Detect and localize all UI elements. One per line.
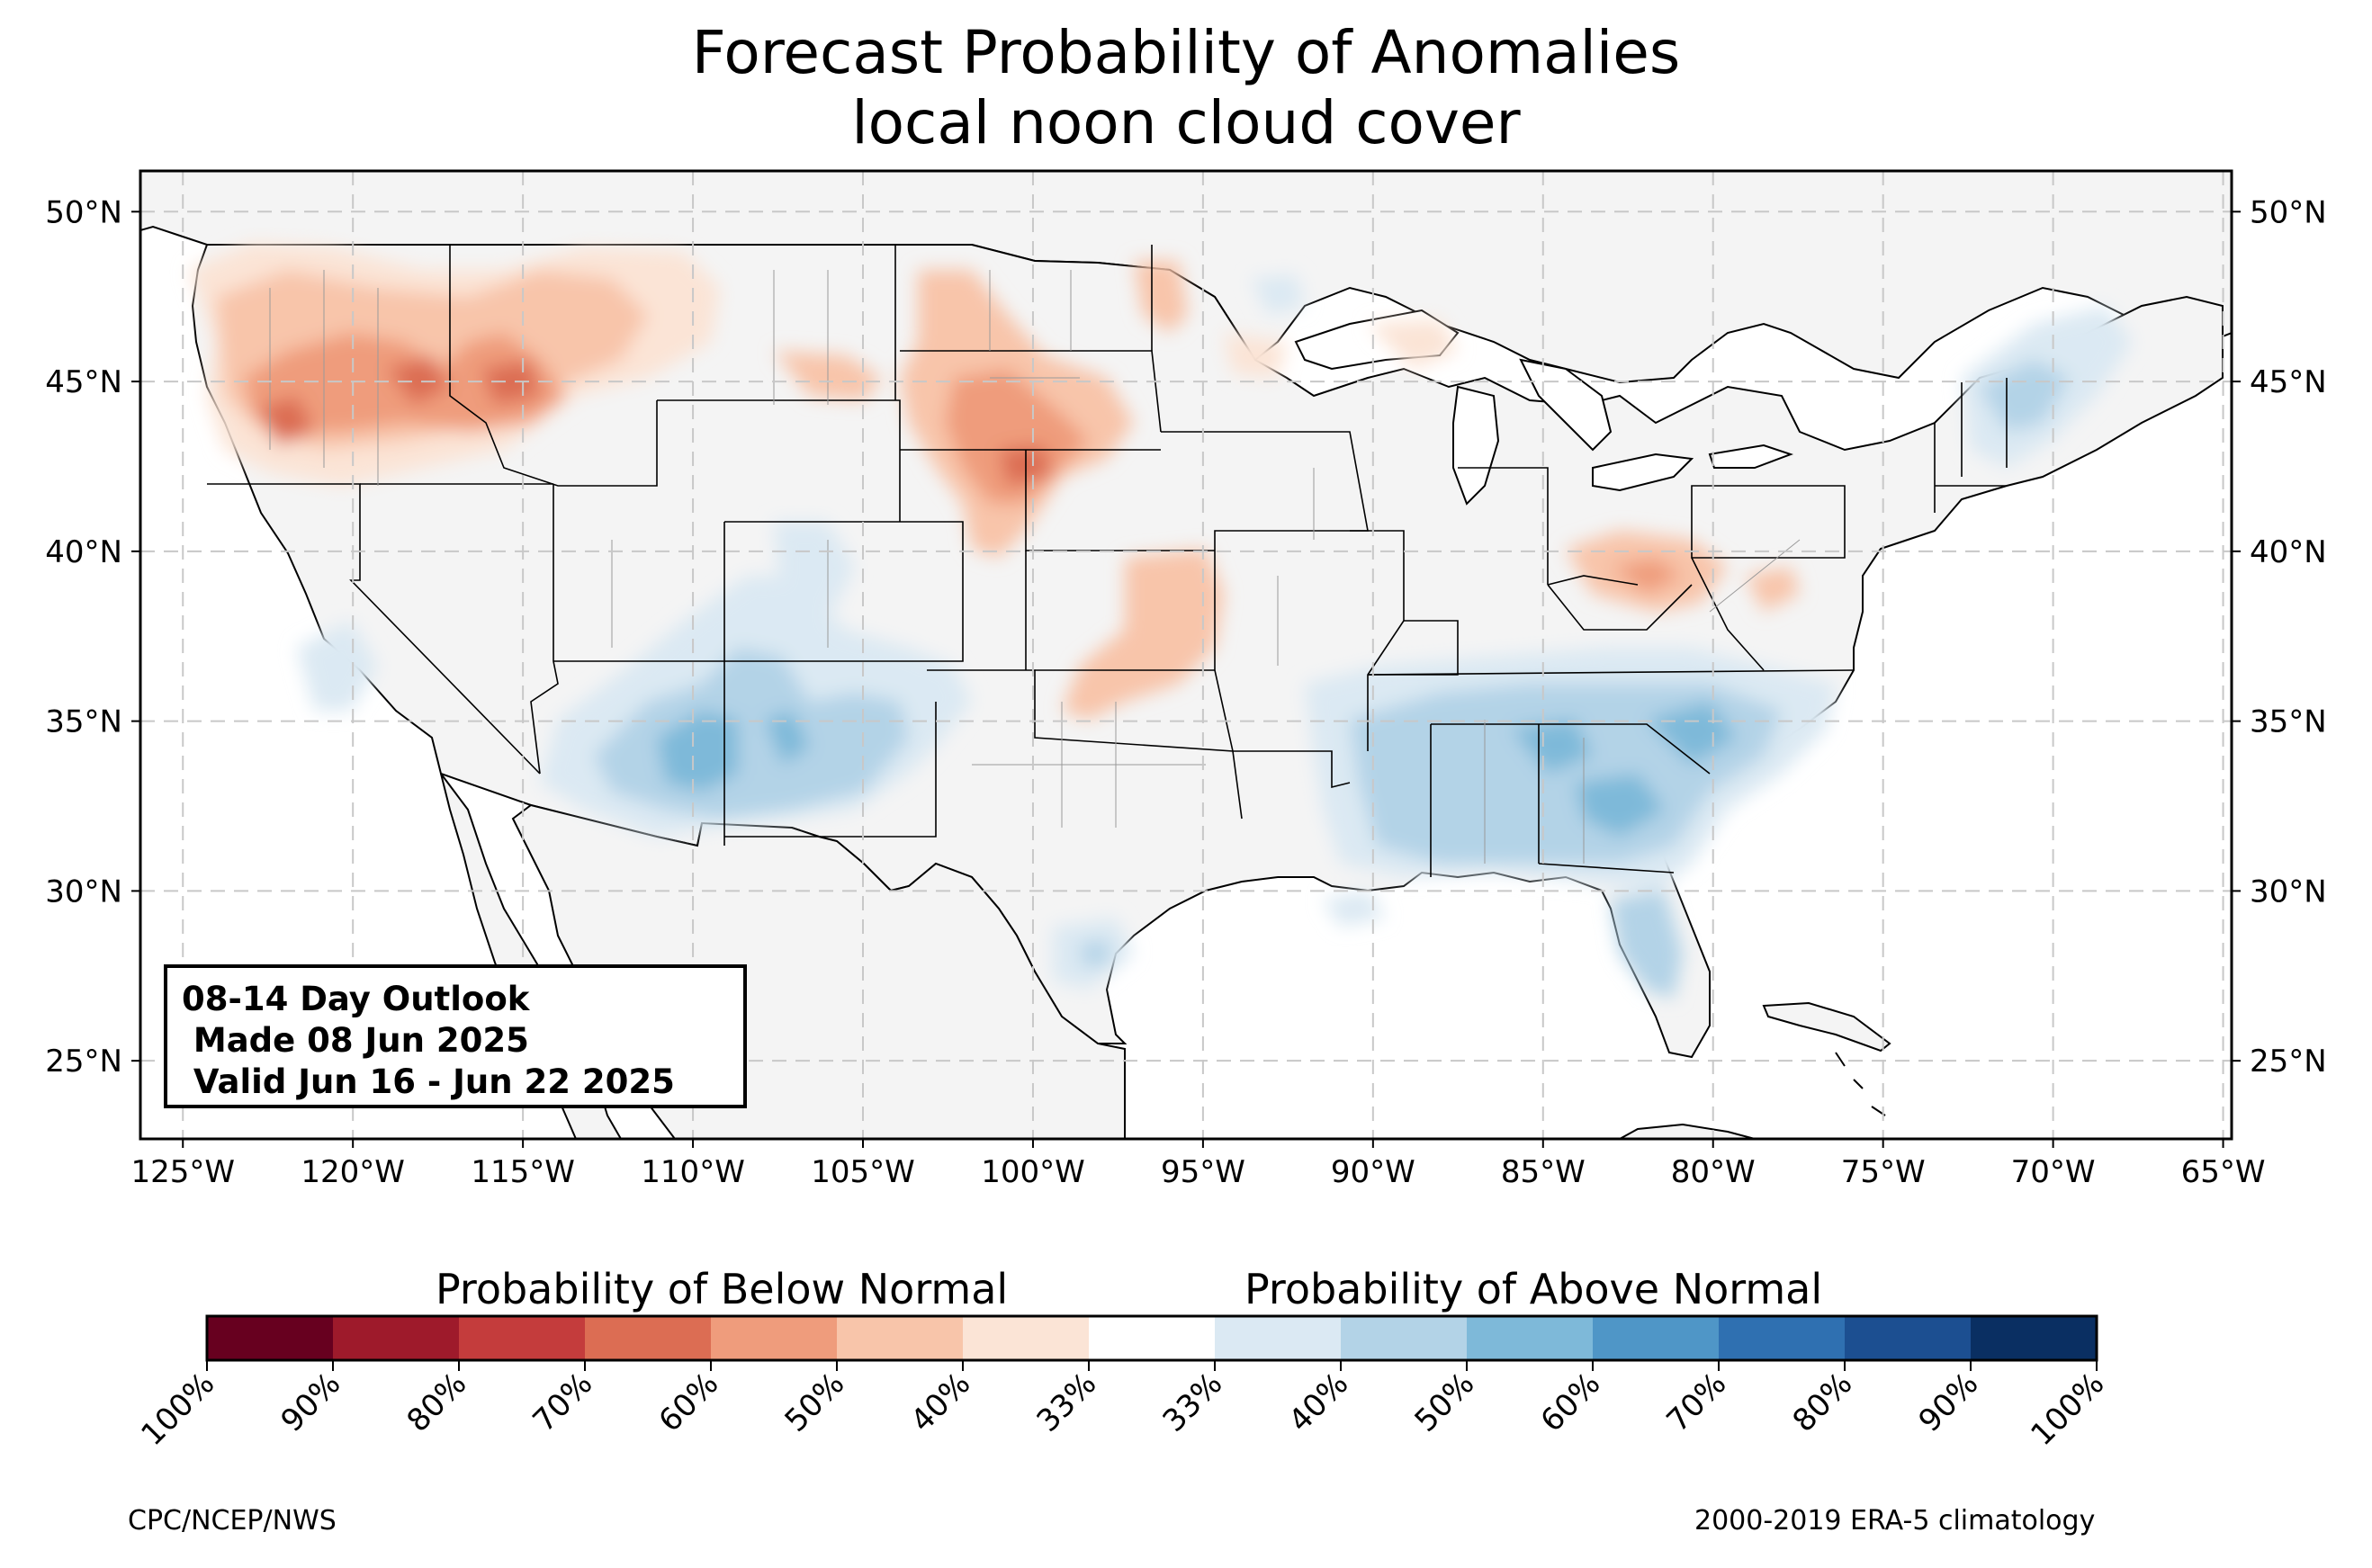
colorbar-swatch — [1089, 1316, 1216, 1360]
colorbar-swatch — [1593, 1316, 1720, 1360]
colorbar-tick-label: 50% — [1408, 1366, 1482, 1439]
above-normal-shading — [297, 274, 2133, 999]
colorbar-tick-label: 33% — [1030, 1366, 1104, 1439]
colorbar-swatch — [1971, 1316, 2098, 1360]
lon-tick-label: 85°W — [1501, 1154, 1586, 1190]
lat-tick-label-left: 40°N — [45, 534, 122, 570]
lat-tick-label-left: 35°N — [45, 704, 122, 740]
colorbar-tick-label: 90% — [274, 1366, 348, 1439]
colorbar-tick-label: 60% — [1534, 1366, 1608, 1439]
colorbar-tick-label: 80% — [1786, 1366, 1860, 1439]
map-frame — [139, 169, 2233, 1141]
colorbar-tick-label: 33% — [1156, 1366, 1230, 1439]
colorbar-below-label: Probability of Below Normal — [436, 1265, 1009, 1313]
lon-tick-label: 120°W — [301, 1154, 405, 1190]
lon-tick-label: 100°W — [981, 1154, 1085, 1190]
colorbar-swatch — [333, 1316, 460, 1360]
colorbar-swatch — [1467, 1316, 1594, 1360]
chart-title: Forecast Probability of Anomalies local … — [0, 18, 2372, 158]
lon-tick-label: 105°W — [811, 1154, 915, 1190]
lat-tick-label-left: 45°N — [45, 364, 122, 400]
title-line-2: local noon cloud cover — [851, 88, 1521, 157]
colorbar-swatch — [1215, 1316, 1342, 1360]
lon-tick-label: 90°W — [1331, 1154, 1415, 1190]
colorbar-tick-label: 40% — [904, 1366, 978, 1439]
outlook-line-2: Made 08 Jun 2025 — [182, 1021, 529, 1060]
colorbar-frame — [205, 1314, 2098, 1362]
lat-tick-label-right: 50°N — [2250, 194, 2327, 230]
colorbar-tick-label: 70% — [1660, 1366, 1734, 1439]
lon-tick-label: 95°W — [1161, 1154, 1245, 1190]
lat-tick-label-right: 30°N — [2250, 874, 2327, 909]
colorbar-tick-label: 100% — [134, 1366, 221, 1453]
lon-tick-label: 110°W — [641, 1154, 745, 1190]
source-credit: CPC/NCEP/NWS — [128, 1505, 337, 1537]
colorbar-swatch — [1341, 1316, 1468, 1360]
colorbar-tick-label: 60% — [652, 1366, 726, 1439]
colorbar: 100% 90% 80% 70% 60% 50% 40% 33% 33% 40% 50% 60% 70%… — [134, 1314, 2111, 1453]
longitude-axis: 125°W 120°W 115°W 110°W 105°W 100°W 95°W 90°W 85… — [130, 1139, 2265, 1190]
colorbar-swatch — [711, 1316, 838, 1360]
latitude-axis: 50°N 50°N 45°N 45°N 40°N 40°N 35°N 35°N 30°N 30°N… — [45, 194, 2326, 1080]
colorbar-tick-label: 100% — [2024, 1366, 2111, 1453]
colorbar-swatch — [1719, 1316, 1846, 1360]
lat-tick-label-right: 35°N — [2250, 704, 2327, 740]
colorbar-swatch — [585, 1316, 712, 1360]
lat-tick-label-right: 40°N — [2250, 534, 2327, 570]
outlook-info-box: 08-14 Day Outlook Made 08 Jun 2025 Valid… — [164, 964, 747, 1108]
lon-tick-label: 125°W — [130, 1154, 235, 1190]
cuba-landmass — [1762, 1001, 1891, 1053]
title-line-1: Forecast Probability of Anomalies — [691, 18, 1681, 87]
colorbar-swatch — [1845, 1316, 1972, 1360]
county-lines — [269, 270, 1801, 864]
lon-tick-label: 80°W — [1671, 1154, 1756, 1190]
colorbar-tick-label: 50% — [778, 1366, 852, 1439]
lon-tick-label: 115°W — [471, 1154, 575, 1190]
lon-tick-label: 65°W — [2181, 1154, 2266, 1190]
colorbar-swatch — [459, 1316, 586, 1360]
lat-tick-label-right: 25°N — [2250, 1044, 2327, 1080]
lat-tick-label-left: 25°N — [45, 1044, 122, 1080]
lat-tick-label-right: 45°N — [2250, 364, 2327, 400]
colorbar-swatch — [837, 1316, 964, 1360]
colorbar-swatch — [207, 1316, 334, 1360]
lon-tick-label: 75°W — [1841, 1154, 1926, 1190]
climatology-note: 2000-2019 ERA-5 climatology — [1694, 1505, 2096, 1537]
lon-tick-label: 70°W — [2011, 1154, 2096, 1190]
lat-tick-label-left: 30°N — [45, 874, 122, 909]
colorbar-tick-label: 40% — [1282, 1366, 1356, 1439]
colorbar-above-label: Probability of Above Normal — [1244, 1265, 1823, 1313]
south-america-edge — [1619, 1123, 1756, 1139]
state-boundaries — [207, 245, 2008, 877]
colorbar-tick-label: 80% — [400, 1366, 474, 1439]
colorbar-tick-label: 70% — [526, 1366, 600, 1439]
colorbar-tick-label: 90% — [1912, 1366, 1986, 1439]
lat-tick-label-left: 50°N — [45, 194, 122, 230]
colorbar-swatch — [963, 1316, 1090, 1360]
outlook-line-1: 08-14 Day Outlook — [182, 980, 530, 1018]
outlook-line-3: Valid Jun 16 - Jun 22 2025 — [182, 1062, 675, 1101]
